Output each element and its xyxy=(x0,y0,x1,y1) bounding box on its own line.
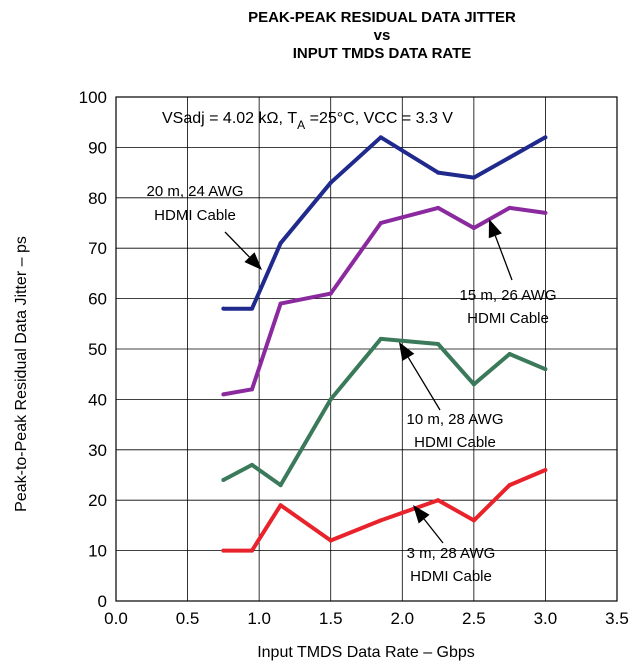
data-point-0 xyxy=(328,180,333,185)
x-tick-label: 1.0 xyxy=(247,609,271,628)
callout-arrow-head xyxy=(244,252,262,270)
data-point-1 xyxy=(328,291,333,296)
ticks: 0 10 20 30 40 50 60 70 80 90 100 0.0 0.5 1.0 1.5 2.0 2.5… xyxy=(79,88,629,628)
data-point-3 xyxy=(249,548,254,553)
x-tick-label: 0.0 xyxy=(104,609,128,628)
series-callout-label: HDMI Cable xyxy=(414,434,496,451)
callout-arrow-line xyxy=(407,357,441,411)
x-tick-label: 3.0 xyxy=(534,609,558,628)
data-point-1 xyxy=(278,301,283,306)
data-point-2 xyxy=(507,352,512,357)
data-point-3 xyxy=(378,518,383,523)
conditions-text: VSadj = 4.02 kΩ, TA =25°C, VCC = 3.3 V xyxy=(162,110,453,132)
data-point-1 xyxy=(507,205,512,210)
y-axis-label: Peak-to-Peak Residual Data Jitter – ps xyxy=(13,236,30,512)
callout-arrow-head xyxy=(413,505,430,524)
data-point-2 xyxy=(436,341,441,346)
chart-title-line-2: vs xyxy=(374,27,391,44)
series-line-3 xyxy=(223,468,547,553)
series-callout-label: HDMI Cable xyxy=(467,310,549,327)
y-tick-label: 50 xyxy=(88,340,107,359)
data-point-3 xyxy=(543,467,548,472)
data-point-0 xyxy=(436,170,441,175)
data-point-2 xyxy=(328,397,333,402)
y-tick-label: 70 xyxy=(88,239,107,258)
y-tick-label: 40 xyxy=(88,390,107,409)
callout-arrow-head xyxy=(399,342,415,361)
x-tick-label: 1.5 xyxy=(319,609,343,628)
callout-arrow-line xyxy=(423,518,444,544)
plot-frame xyxy=(115,96,618,602)
annotations: 20 m, 24 AWG HDMI Cable 15 m, 26 AWG HDMI C… xyxy=(147,183,557,585)
data-point-2 xyxy=(471,382,476,387)
y-tick-label: 60 xyxy=(88,290,107,309)
x-axis-label: Input TMDS Data Rate – Gbps xyxy=(257,644,475,661)
conditions-part1: VSadj = 4.02 kΩ, T xyxy=(162,110,297,127)
y-tick-label: 80 xyxy=(88,189,107,208)
data-point-3 xyxy=(221,548,226,553)
data-point-1 xyxy=(471,226,476,231)
series-callout-label: HDMI Cable xyxy=(410,568,492,585)
data-point-0 xyxy=(507,155,512,160)
data-point-2 xyxy=(378,336,383,341)
callout-arrow-head xyxy=(488,219,502,239)
data-point-3 xyxy=(436,498,441,503)
x-tick-label: 3.5 xyxy=(605,609,629,628)
chart-title-line-3: INPUT TMDS DATA RATE xyxy=(293,45,472,62)
data-point-1 xyxy=(378,221,383,225)
x-tick-label: 2.0 xyxy=(390,609,414,628)
series-callout-label: 10 m, 28 AWG xyxy=(407,411,504,428)
data-point-3 xyxy=(328,538,333,543)
y-tick-label: 90 xyxy=(88,138,107,157)
data-point-0 xyxy=(249,306,254,311)
series-callout-label: 20 m, 24 AWG xyxy=(147,183,244,200)
data-point-1 xyxy=(249,387,254,392)
data-point-0 xyxy=(543,135,548,140)
data-point-1 xyxy=(543,210,548,215)
chart-title-line-1: PEAK-PEAK RESIDUAL DATA JITTER xyxy=(248,9,516,26)
data-point-0 xyxy=(471,175,476,180)
data-point-3 xyxy=(471,518,476,523)
data-point-3 xyxy=(278,503,283,508)
data-point-1 xyxy=(436,205,441,210)
series-callout-label: 15 m, 26 AWG xyxy=(460,287,557,304)
x-tick-label: 0.5 xyxy=(176,609,200,628)
data-point-0 xyxy=(278,241,283,246)
data-point-0 xyxy=(378,135,383,140)
series-callout-label: 3 m, 28 AWG xyxy=(407,545,496,562)
data-point-0 xyxy=(221,306,226,311)
y-tick-label: 100 xyxy=(79,88,107,107)
data-point-2 xyxy=(543,367,548,372)
y-tick-label: 20 xyxy=(88,491,107,510)
data-point-1 xyxy=(221,392,226,397)
series-lines xyxy=(221,135,548,553)
conditions-part2: =25°C, VCC = 3.3 V xyxy=(305,110,453,127)
data-point-2 xyxy=(278,483,283,488)
data-point-2 xyxy=(221,478,226,483)
callout-arrow-line xyxy=(494,235,513,281)
y-tick-label: 10 xyxy=(88,542,107,561)
conditions-subscript: A xyxy=(297,118,305,132)
y-tick-label: 30 xyxy=(88,441,107,460)
callout-arrow-line xyxy=(224,231,250,258)
data-point-3 xyxy=(507,483,512,488)
y-tick-label: 0 xyxy=(98,592,107,611)
data-point-2 xyxy=(249,462,254,467)
series-callout-label: HDMI Cable xyxy=(154,207,236,224)
x-tick-label: 2.5 xyxy=(462,609,486,628)
